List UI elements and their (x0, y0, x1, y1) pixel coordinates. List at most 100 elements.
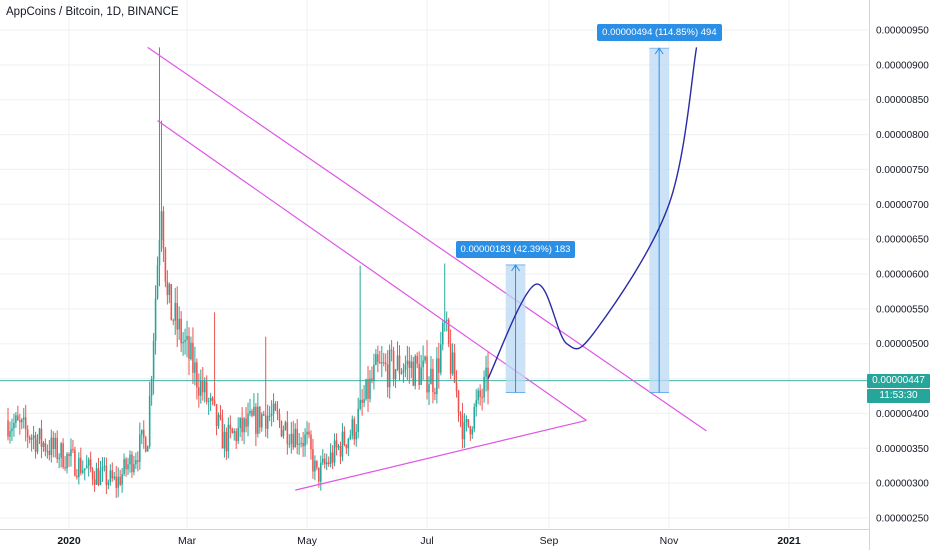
candle-body (233, 431, 236, 434)
candle-body (274, 403, 277, 411)
candle-body (38, 428, 41, 440)
candle-body (461, 415, 464, 440)
candle-body (99, 470, 102, 485)
candle-body (308, 431, 310, 435)
candle-body (68, 453, 70, 457)
candle-body (339, 445, 342, 457)
candle-body (329, 452, 332, 464)
candle-body (447, 319, 450, 345)
candle-body (255, 406, 257, 434)
y-tick-label: 0.00000300 (876, 479, 929, 490)
projection-path (487, 47, 698, 379)
candle-body (282, 430, 285, 437)
candle-body (262, 414, 265, 416)
countdown-badge: 11:53:30 (867, 388, 930, 403)
candle-body (434, 392, 436, 395)
candle-body (457, 391, 460, 413)
candle-body (430, 368, 432, 385)
candle-body (184, 339, 186, 342)
x-tick-label: Jul (420, 535, 433, 547)
candle-body (388, 349, 391, 388)
candle-body (87, 459, 90, 466)
candle-body (142, 429, 145, 438)
candle-body (487, 367, 489, 391)
candle-body (355, 432, 357, 440)
x-tick-label: Nov (660, 535, 679, 547)
candle-body (111, 470, 114, 479)
candle-body (343, 431, 346, 445)
candle-body (286, 422, 289, 444)
candle-body (176, 302, 178, 330)
candle-body (361, 399, 363, 403)
candle-body (162, 211, 165, 249)
candle-body (396, 355, 399, 370)
candle-body (119, 476, 121, 485)
candle-layer (7, 47, 489, 499)
price-axis[interactable]: 0.00000250 0.00000300 0.00000350 0.00000400… (876, 26, 929, 525)
candle-body (365, 379, 367, 400)
candle-body (158, 240, 161, 266)
time-axis[interactable]: 2020 Mar May Jul Sep Nov 2021 (57, 535, 801, 547)
x-tick-label: Sep (540, 535, 559, 547)
candle-body (50, 437, 53, 455)
candle-body (115, 476, 117, 488)
candle-body (349, 435, 352, 439)
candle-body (174, 302, 177, 321)
trendline-upper (147, 46, 707, 432)
candle-body (314, 460, 316, 472)
candle-body (168, 284, 171, 296)
candle-body (400, 372, 403, 374)
candle-body (91, 469, 94, 480)
candle-body (144, 437, 147, 452)
x-tick-label: May (297, 535, 318, 547)
candle-body (310, 434, 312, 450)
candle-body (290, 433, 293, 444)
candle-body (408, 360, 411, 368)
candle-body (440, 344, 442, 373)
candle-body (443, 321, 446, 324)
candle-body (83, 468, 86, 471)
candle-body (320, 462, 322, 482)
candle-body (359, 399, 361, 409)
y-tick-label: 0.00000900 (876, 60, 929, 71)
candle-body (363, 399, 365, 403)
candle-body (268, 415, 271, 417)
candle-body (392, 350, 395, 380)
candle-body (243, 418, 245, 433)
candle-body (32, 435, 35, 439)
y-tick-label: 0.00000550 (876, 304, 929, 315)
candle-body (150, 379, 153, 396)
candle-body (180, 318, 182, 344)
candle-body (48, 450, 51, 455)
y-tick-label: 0.00000400 (876, 409, 929, 420)
candle-body (22, 417, 25, 420)
candle-body (398, 355, 401, 374)
candle-body (422, 360, 424, 368)
candle-body (19, 420, 21, 423)
candle-body (192, 342, 194, 373)
candle-body (418, 363, 420, 385)
candle-body (42, 443, 45, 447)
candle-body (97, 468, 100, 485)
candle-body (404, 364, 407, 371)
y-tick-label: 0.00000950 (876, 26, 929, 37)
candle-body (467, 419, 470, 427)
measurement-layer (505, 47, 669, 393)
candle-body (455, 382, 458, 392)
candle-body (375, 354, 377, 365)
candle-body (156, 265, 159, 299)
candle-body (485, 367, 487, 377)
candle-body (390, 349, 393, 351)
candle-body (24, 417, 27, 430)
candle-body (327, 462, 330, 464)
candle-body (190, 342, 192, 360)
candle-body (76, 475, 78, 478)
candle-body (133, 464, 135, 473)
candle-body (249, 410, 251, 414)
candle-body (95, 468, 98, 485)
candle-body (201, 380, 204, 393)
candle-body (21, 419, 23, 423)
trendline-support (295, 419, 587, 491)
candle-body (394, 369, 397, 380)
